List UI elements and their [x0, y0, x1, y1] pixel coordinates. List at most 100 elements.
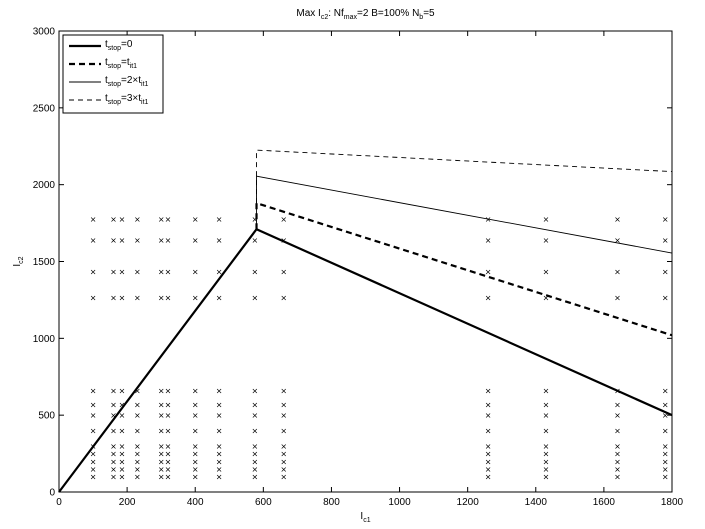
markers-layer: × × × × × × × × × × × × × × × × × × × × × × × × × × × × × × × × × × × × × × × ×… — [90, 215, 669, 481]
data-marker-126: × — [216, 400, 223, 409]
data-marker-15: × — [134, 215, 141, 224]
data-marker-176: × — [662, 450, 669, 459]
legend: tstop=0 tstop=tit1 tstop=2×tit1 tstop=3×… — [62, 34, 164, 114]
data-marker-181: × — [662, 387, 669, 396]
data-marker-170: × — [614, 411, 621, 420]
data-marker-149: × — [485, 450, 492, 459]
data-marker-169: × — [614, 427, 621, 436]
data-marker-174: × — [662, 465, 669, 474]
data-marker-121: × — [216, 457, 223, 466]
data-marker-139: × — [280, 457, 287, 466]
data-marker-47: × — [543, 215, 550, 224]
data-marker-9: × — [119, 267, 126, 276]
x-tick-label-4: 800 — [323, 497, 340, 508]
data-marker-35: × — [251, 215, 258, 224]
x-axis-label-sub: c1 — [363, 517, 371, 524]
data-marker-28: × — [216, 294, 223, 303]
data-marker-48: × — [614, 294, 621, 303]
data-marker-56: × — [90, 473, 97, 482]
data-marker-14: × — [134, 236, 141, 245]
legend-label-3: tstop=3×tit1 — [105, 93, 149, 106]
data-marker-101: × — [165, 473, 172, 482]
data-marker-3: × — [90, 215, 97, 224]
data-marker-123: × — [216, 442, 223, 451]
data-marker-31: × — [216, 215, 223, 224]
data-marker-88: × — [134, 427, 141, 436]
data-marker-120: × — [216, 465, 223, 474]
data-marker-165: × — [614, 465, 621, 474]
data-marker-73: × — [110, 387, 117, 396]
data-marker-124: × — [216, 427, 223, 436]
data-marker-111: × — [192, 465, 199, 474]
y-tick-label-3: 1500 — [33, 257, 56, 268]
data-marker-64: × — [90, 387, 97, 396]
data-marker-65: × — [110, 473, 117, 482]
data-marker-81: × — [119, 400, 126, 409]
data-marker-13: × — [134, 267, 141, 276]
data-marker-11: × — [119, 215, 126, 224]
data-marker-150: × — [485, 442, 492, 451]
data-marker-68: × — [110, 450, 117, 459]
data-marker-137: × — [280, 473, 287, 482]
data-marker-171: × — [614, 400, 621, 409]
data-marker-4: × — [110, 294, 117, 303]
title-sub1: c2 — [321, 14, 329, 21]
series-line-2 — [256, 175, 673, 254]
data-marker-58: × — [90, 457, 97, 466]
data-marker-19: × — [158, 215, 165, 224]
data-marker-140: × — [280, 450, 287, 459]
data-marker-53: × — [662, 267, 669, 276]
data-marker-89: × — [134, 411, 141, 420]
y-tick-label-2: 1000 — [33, 334, 56, 345]
data-marker-43: × — [485, 215, 492, 224]
data-marker-16: × — [158, 294, 165, 303]
data-marker-45: × — [543, 267, 550, 276]
data-marker-155: × — [543, 473, 550, 482]
data-marker-63: × — [90, 400, 97, 409]
data-marker-32: × — [251, 294, 258, 303]
data-marker-128: × — [251, 473, 258, 482]
data-marker-119: × — [216, 473, 223, 482]
legend-entry-2: tstop=2×tit1 — [69, 75, 149, 88]
data-marker-62: × — [90, 411, 97, 420]
legend-label-2: tstop=2×tit1 — [105, 75, 149, 88]
data-marker-122: × — [216, 450, 223, 459]
data-marker-175: × — [662, 457, 669, 466]
data-marker-168: × — [614, 442, 621, 451]
data-marker-151: × — [485, 427, 492, 436]
data-marker-37: × — [280, 267, 287, 276]
legend-entry-0: tstop=0 — [69, 39, 133, 52]
y-axis-label: Ic2 — [12, 256, 25, 266]
data-marker-143: × — [280, 411, 287, 420]
data-marker-33: × — [251, 267, 258, 276]
data-marker-90: × — [134, 400, 141, 409]
data-marker-100: × — [158, 387, 165, 396]
data-marker-106: × — [165, 427, 172, 436]
data-marker-75: × — [119, 465, 126, 474]
data-marker-26: × — [192, 236, 199, 245]
data-marker-8: × — [119, 294, 126, 303]
data-marker-144: × — [280, 400, 287, 409]
data-marker-83: × — [134, 473, 141, 482]
data-marker-116: × — [192, 411, 199, 420]
x-tick-label-1: 200 — [119, 497, 136, 508]
data-marker-166: × — [614, 457, 621, 466]
data-marker-17: × — [158, 267, 165, 276]
data-marker-74: × — [119, 473, 126, 482]
data-marker-110: × — [192, 473, 199, 482]
data-marker-42: × — [485, 236, 492, 245]
data-marker-107: × — [165, 411, 172, 420]
data-marker-87: × — [134, 442, 141, 451]
data-marker-98: × — [158, 411, 165, 420]
data-marker-6: × — [110, 236, 117, 245]
data-marker-61: × — [90, 427, 97, 436]
data-marker-154: × — [485, 387, 492, 396]
data-marker-115: × — [192, 427, 199, 436]
data-marker-138: × — [280, 465, 287, 474]
data-marker-134: × — [251, 411, 258, 420]
data-marker-127: × — [216, 387, 223, 396]
data-marker-12: × — [134, 294, 141, 303]
legend-label-0: tstop=0 — [105, 39, 133, 52]
data-marker-178: × — [662, 427, 669, 436]
